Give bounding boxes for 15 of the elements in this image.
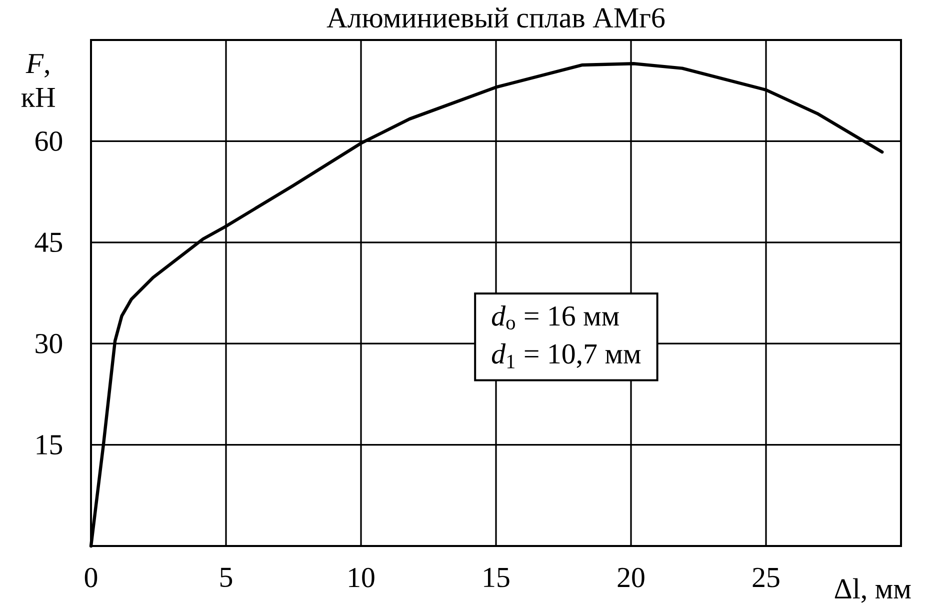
y-tick-label: 45	[34, 232, 62, 252]
x-axis-title: Δl, мм	[834, 578, 911, 603]
annotation: d$_{о}$ = 16 мм	[492, 305, 619, 330]
y-tick-label: 15	[36, 435, 62, 454]
x-tick-label: 20	[618, 568, 644, 588]
annotation: d$_{1}$ = 10,7 мм	[492, 343, 641, 368]
x-tick-label: 25	[752, 568, 780, 588]
x-tick-label: 10	[349, 568, 374, 588]
x-tick-label: 5	[220, 568, 232, 588]
x-tick-label: 15	[484, 568, 510, 588]
chart-title: Алюминиевый сплав АМг6	[326, 8, 665, 28]
y-axis-title: F, кН	[21, 54, 55, 107]
y-tick-label: 60	[36, 131, 62, 151]
y-tick-label: 30	[36, 334, 62, 354]
x-tick-label: 0	[84, 568, 98, 588]
